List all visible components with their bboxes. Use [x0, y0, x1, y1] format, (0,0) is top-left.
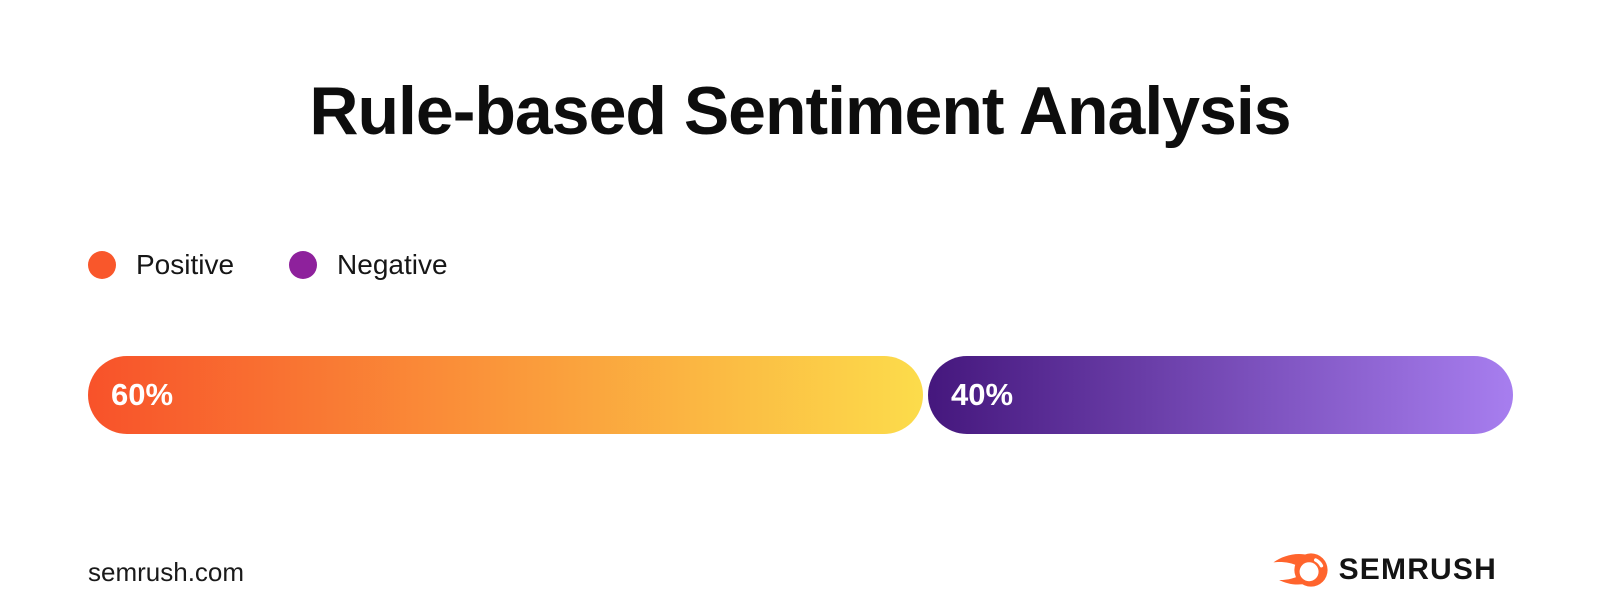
semrush-logo: SEMRUSH — [1272, 551, 1497, 589]
semrush-logo-text: SEMRUSH — [1338, 553, 1497, 586]
source-url: semrush.com — [88, 557, 245, 587]
legend-label-positive: Positive — [136, 249, 235, 280]
semrush-flame-icon — [1273, 553, 1328, 587]
bar-negative-value-label: 40% — [950, 377, 1014, 412]
stacked-bar-chart: 60% 40% — [88, 356, 1513, 434]
legend: Positive Negative — [88, 249, 448, 281]
positive-dot-icon — [88, 251, 116, 279]
bar-positive: 60% — [88, 356, 923, 434]
page-title: Rule-based Sentiment Analysis — [309, 73, 1291, 149]
bar-negative: 40% — [927, 356, 1513, 434]
legend-item-positive: Positive — [88, 249, 234, 281]
legend-item-negative: Negative — [289, 249, 448, 281]
negative-dot-icon — [289, 251, 318, 279]
bar-positive-value-label: 60% — [111, 377, 174, 412]
legend-label-negative: Negative — [337, 249, 448, 280]
